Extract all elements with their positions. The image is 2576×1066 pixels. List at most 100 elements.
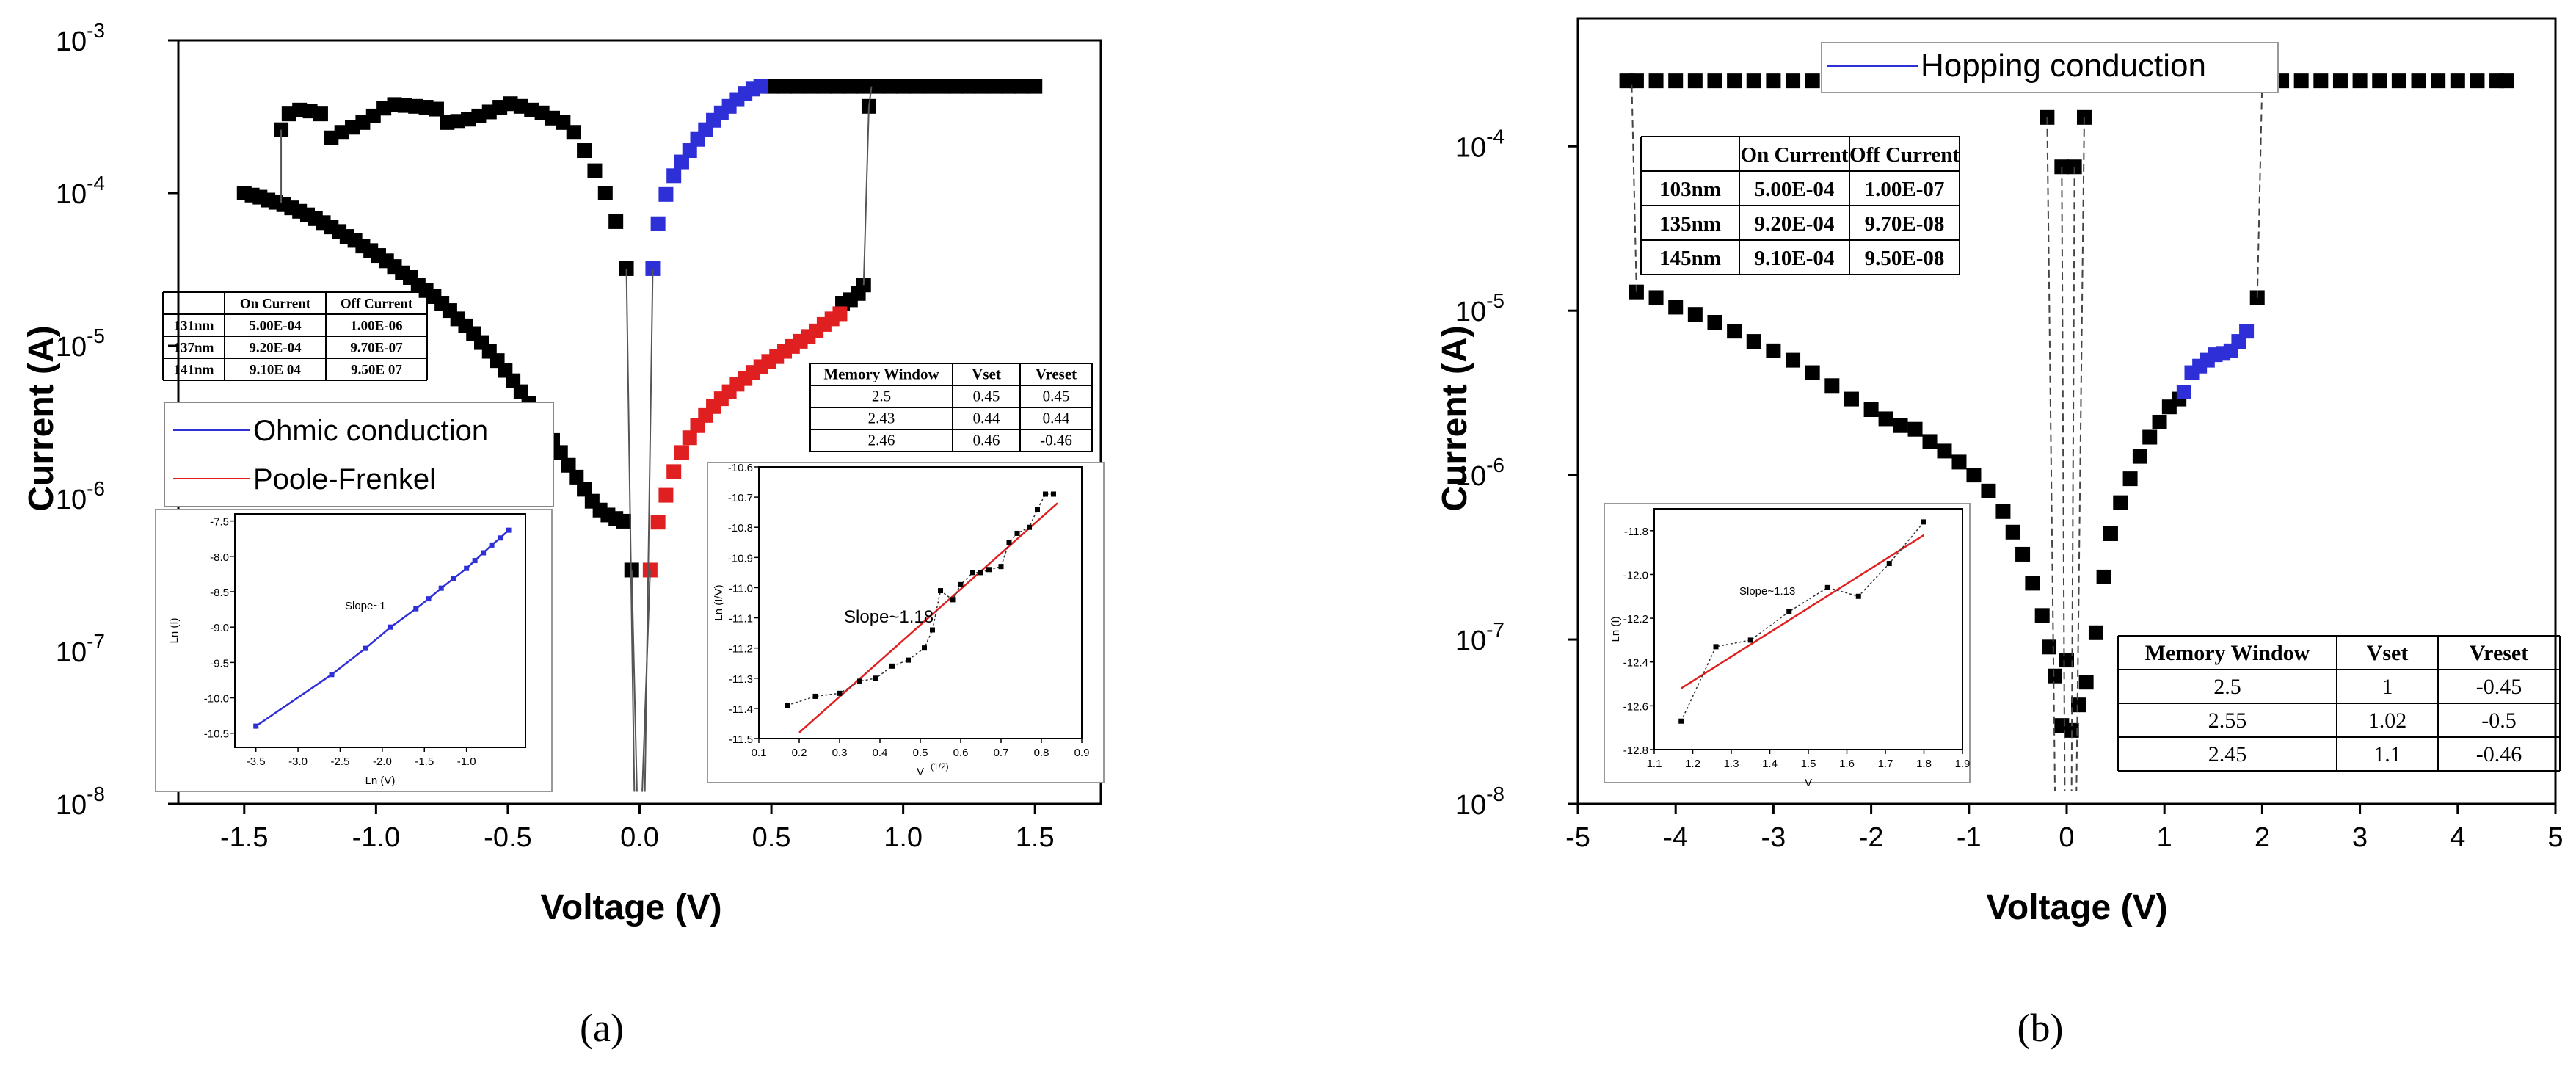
inset-data-point bbox=[958, 581, 964, 587]
thickness-table-b: On Current Off Current 103nm 5.00E-04 1.00E-… bbox=[1640, 136, 1960, 275]
chart-0-y-tick-exp: -7 bbox=[87, 630, 105, 653]
inset-data-point bbox=[498, 535, 503, 541]
chart-0-marker-poole-frenkel bbox=[650, 515, 666, 530]
table-header-cell: Vset bbox=[972, 366, 1001, 383]
inset-annotation: Slope~1 bbox=[345, 600, 385, 612]
inset-x-tick-label: 0.4 bbox=[873, 747, 888, 759]
chart-1-marker-sweep-black bbox=[2015, 546, 2031, 562]
inset-plot-frame bbox=[234, 513, 526, 748]
chart-1-x-tick-label: 4 bbox=[2450, 822, 2465, 853]
table-cell: 1.00E-07 bbox=[1865, 178, 1945, 201]
inset-data-point bbox=[451, 576, 456, 581]
x-axis-label-a: Voltage (V) bbox=[540, 888, 721, 927]
inset-y-tick-label: -10.9 bbox=[728, 552, 753, 565]
chart-0-marker-sweep-black bbox=[948, 79, 964, 94]
inset-x-tick-label: 0.3 bbox=[832, 747, 848, 759]
legend-a: Ohmic conduction Poole-Frenkel bbox=[164, 402, 554, 507]
chart-1-marker-sweep-black bbox=[2070, 697, 2086, 713]
inset-y-tick-label: -12.4 bbox=[1623, 657, 1648, 670]
inset-y-tick-label: -10.7 bbox=[728, 492, 753, 504]
inset-data-point bbox=[413, 606, 419, 612]
table-cell: 141nm bbox=[174, 363, 214, 378]
inset-data-point bbox=[1786, 609, 1792, 614]
chart-1-marker-sweep-black bbox=[1878, 411, 1893, 427]
chart-0-marker-sweep-black bbox=[616, 513, 631, 529]
chart-0-marker-sweep-black bbox=[777, 79, 793, 94]
table-cell: -0.46 bbox=[1040, 432, 1072, 449]
panel-label-a: (a) bbox=[580, 1006, 624, 1050]
table-cell: 0.45 bbox=[1043, 388, 1070, 405]
chart-1-marker-sweep-black bbox=[1746, 334, 1761, 349]
legend-label-ohmic: Ohmic conduction bbox=[253, 415, 488, 447]
chart-0-y-tick-exp: -4 bbox=[87, 172, 105, 195]
chart-0-y-tick-base: 10 bbox=[56, 637, 87, 668]
chart-0-y-tick-base: 10 bbox=[56, 26, 87, 57]
inset-data-point bbox=[978, 570, 983, 576]
chart-1-marker-sweep-black bbox=[1995, 504, 2011, 519]
chart-1-marker-sweep-black bbox=[2142, 429, 2158, 445]
chart-0-y-tick-base: 10 bbox=[56, 485, 87, 515]
chart-1-connector bbox=[2075, 117, 2085, 791]
inset-x-tick-label: -1.0 bbox=[457, 755, 476, 768]
inset-data-point bbox=[930, 627, 935, 633]
chart-0-marker-sweep-black bbox=[803, 79, 818, 94]
table-cell: 9.20E-04 bbox=[1755, 212, 1835, 236]
chart-1-marker-sweep-black bbox=[2034, 608, 2050, 623]
inset-x-tick-label: 1.2 bbox=[1685, 758, 1700, 770]
table-cell: -0.45 bbox=[2476, 675, 2522, 699]
inset-x-tick-label: 1.5 bbox=[1801, 758, 1816, 770]
table-cell: 9.50E 07 bbox=[351, 363, 402, 378]
chart-1-marker-sweep-black bbox=[1648, 290, 1664, 305]
chart-0-marker-sweep-black bbox=[790, 79, 805, 94]
chart-0-marker-sweep-black bbox=[429, 101, 444, 117]
chart-1-marker-sweep-black bbox=[2042, 639, 2057, 655]
table-header-cell: Off Current bbox=[341, 297, 413, 312]
inset-data-point bbox=[464, 565, 470, 571]
chart-1-marker-sweep-black bbox=[1668, 300, 1684, 315]
inset-y-tick-label: -10.0 bbox=[204, 693, 229, 706]
chart-0-marker-sweep-black bbox=[1001, 79, 1016, 94]
chart-0-marker-sweep-black bbox=[608, 214, 624, 229]
chart-1-marker-sweep-black bbox=[1844, 391, 1859, 407]
chart-1-x-tick-label: 0 bbox=[2059, 822, 2074, 853]
inset-y-tick-label: -12.6 bbox=[1623, 700, 1648, 713]
table-header-cell: On Current bbox=[240, 297, 311, 312]
inset-x-axis-label: V bbox=[1805, 777, 1812, 789]
chart-1-marker-sweep-black bbox=[2332, 73, 2348, 89]
inset-x-tick-label: 0.5 bbox=[913, 747, 928, 759]
chart-1-marker-sweep-black bbox=[2122, 471, 2138, 487]
chart-1-marker-sweep-black bbox=[1922, 434, 1938, 449]
chart-1-y-tick-base: 10 bbox=[1455, 461, 1486, 492]
chart-0-marker-sweep-black bbox=[561, 457, 576, 473]
chart-1-connector bbox=[2046, 117, 2056, 791]
inset-data-point bbox=[481, 550, 487, 556]
inset-data-point bbox=[922, 645, 927, 651]
inset-data-point bbox=[950, 597, 956, 603]
chart-0-connector bbox=[644, 268, 654, 792]
chart-1-marker-sweep-black bbox=[1981, 483, 1996, 498]
chart-0-marker-sweep-black bbox=[553, 445, 568, 460]
table-cell: 135nm bbox=[1659, 212, 1721, 236]
chart-1-marker-sweep-black bbox=[1687, 307, 1703, 322]
table-cell: 0.45 bbox=[973, 388, 1000, 405]
inset-data-point bbox=[489, 542, 495, 548]
inset-data-point bbox=[1921, 519, 1926, 525]
inset-x-tick-label: 0.8 bbox=[1034, 747, 1049, 759]
chart-0-marker-sweep-black bbox=[922, 79, 937, 94]
chart-1-y-tick-base: 10 bbox=[1455, 626, 1486, 656]
y-axis-label-a: Current (A) bbox=[22, 325, 61, 511]
inset-y-tick-label: -11.8 bbox=[1624, 526, 1648, 538]
inset-y-tick-label: -11.4 bbox=[729, 703, 753, 716]
inset-data-point bbox=[1747, 637, 1753, 643]
table-cell: 9.70E-07 bbox=[350, 341, 403, 356]
inset-y-tick-label: -10.8 bbox=[728, 522, 753, 534]
inset-x-tick-label: -2.0 bbox=[373, 755, 392, 768]
chart-1-marker-sweep-black bbox=[1805, 73, 1820, 89]
inset-data-point bbox=[253, 723, 259, 729]
inset-x-tick-label: 0.2 bbox=[792, 747, 807, 759]
table-header-cell: Memory Window bbox=[823, 366, 939, 383]
chart-0-connector bbox=[867, 86, 873, 106]
chart-1-marker-sweep-black bbox=[1629, 73, 1644, 89]
legend-box-b bbox=[1821, 42, 2279, 93]
chart-0-y-tick-label: 10-3 bbox=[56, 19, 105, 57]
